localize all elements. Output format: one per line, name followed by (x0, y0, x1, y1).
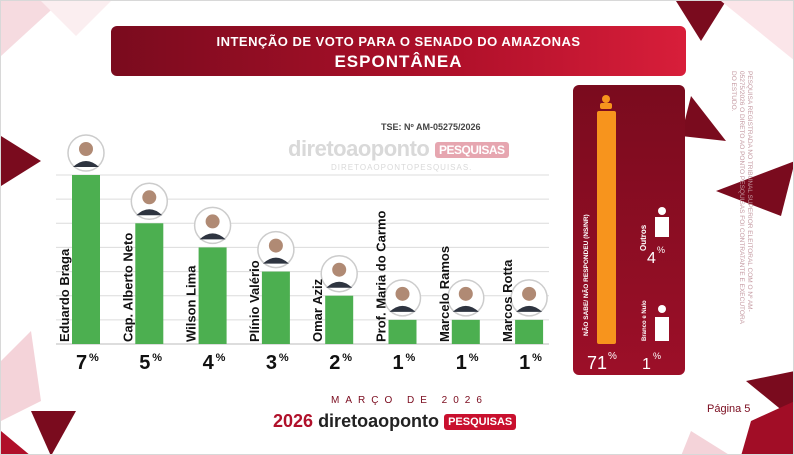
title-banner: INTENÇÃO DE VOTO PARA O SENADO DO AMAZON… (111, 26, 686, 76)
value-label-5: 1 (393, 352, 404, 374)
avatar-body-2 (199, 233, 226, 240)
avatar-body-6 (452, 305, 479, 312)
tse-registration: TSE: Nº AM-05275/2026 (381, 122, 481, 132)
chart-subtitle: ESPONTÂNEA (334, 52, 463, 71)
value-label-1: 5 (139, 352, 150, 374)
value-unit-5: % (406, 352, 416, 364)
value-label-4: 2 (329, 352, 340, 374)
chart-title: INTENÇÃO DE VOTO PARA O SENADO DO AMAZON… (216, 34, 581, 49)
avatar-body-5 (389, 305, 416, 312)
avatar-head-6 (458, 286, 473, 301)
value-unit-3: % (279, 352, 289, 364)
others-icon (658, 207, 666, 215)
avatar-head-5 (395, 286, 410, 301)
value-label-2: 4 (203, 352, 215, 374)
bar-7 (515, 319, 544, 344)
avatar-head-2 (205, 214, 220, 229)
category-label-2: Wilson Lima (184, 265, 199, 342)
bar-2 (198, 247, 227, 344)
value-label-0: 7 (76, 352, 87, 374)
avatar-body-3 (262, 257, 289, 264)
bar-5 (388, 319, 417, 344)
value-unit-4: % (342, 352, 352, 364)
others-value: 4 (647, 250, 656, 267)
value-unit-1: % (152, 352, 162, 364)
avatar-body-7 (516, 305, 543, 312)
page-number: Página 5 (707, 403, 751, 415)
blank-null-icon (658, 305, 666, 313)
value-unit-0: % (89, 352, 99, 364)
bar-3 (261, 271, 290, 344)
category-label-3: Plínio Valério (247, 260, 262, 342)
nsnr-unit: % (608, 351, 617, 362)
value-label-3: 3 (266, 352, 277, 374)
category-label-5: Prof. Maria do Carmo (374, 210, 389, 342)
others-icon-body (655, 217, 669, 237)
blank-null-unit: % (653, 351, 661, 361)
blank-null-icon-body (655, 317, 669, 341)
avatar-head-7 (522, 286, 537, 301)
avatar-head-1 (142, 190, 157, 205)
bar-0 (72, 175, 100, 344)
avatar-head-3 (268, 238, 283, 253)
value-unit-7: % (532, 352, 542, 364)
category-label-4: Omar Aziz (310, 278, 325, 342)
nsnr-label: NÃO SABE/ NÃO RESPONDEU (NS/NR) (581, 214, 590, 336)
category-label-7: Marcos Rotta (500, 259, 515, 342)
category-label-0: Eduardo Braga (57, 248, 72, 342)
registration-note: PESQUISA REGISTRADA NO TRIBUNAL SUPERIOR… (730, 71, 753, 324)
nsnr-bar (597, 111, 616, 344)
value-unit-6: % (469, 352, 479, 364)
blank-null-label: Branco e Nulo (642, 300, 648, 341)
bar-1 (135, 223, 164, 344)
watermark-brand: diretoaoponto (288, 136, 430, 161)
watermark-site: DIRETOAOPONTOPESQUISAS. (331, 163, 473, 172)
avatar-head-4 (332, 262, 347, 277)
nsnr-person-icon-body (600, 103, 612, 109)
footer-logo: 2026 diretoaoponto PESQUISAS (273, 411, 517, 432)
avatar-body-4 (326, 281, 353, 288)
avatar-body-0 (73, 161, 99, 167)
category-label-6: Marcelo Ramos (437, 246, 452, 342)
blank-null-value: 1 (642, 356, 651, 373)
value-unit-2: % (216, 352, 226, 364)
nsnr-person-icon (602, 95, 610, 103)
bar-4 (325, 295, 354, 344)
bar-6 (451, 319, 480, 344)
category-label-1: Cap. Alberto Neto (120, 233, 135, 342)
value-label-6: 1 (456, 352, 467, 374)
avatar-head-0 (79, 142, 93, 156)
others-unit: % (657, 245, 665, 255)
footer-date: MARÇO DE 2026 (331, 395, 488, 406)
footer-brand: diretoaoponto (318, 411, 440, 431)
footer-tag: PESQUISAS (444, 414, 517, 431)
avatar-body-1 (136, 209, 163, 216)
watermark-logo: diretoaoponto PESQUISAS (288, 136, 509, 162)
value-label-7: 1 (519, 352, 530, 374)
others-label: Outros (639, 224, 648, 251)
nsnr-value: 71 (587, 353, 607, 373)
footer-year: 2026 (273, 411, 314, 431)
watermark-tag: PESQUISAS (435, 142, 509, 159)
